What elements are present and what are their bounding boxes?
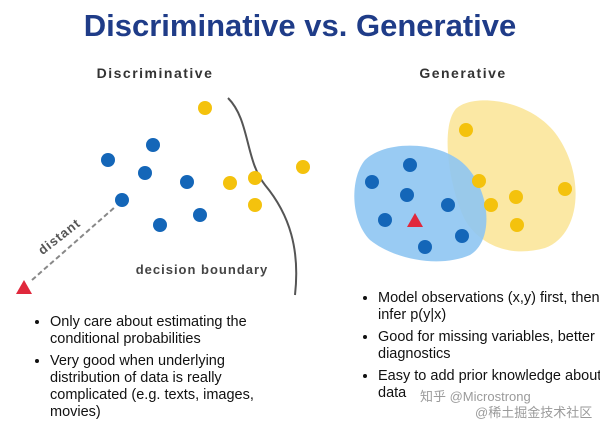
- blue-dots-left: [101, 138, 207, 232]
- left-bullets: Only care about estimating the condition…: [28, 314, 295, 423]
- right-bullets: Model observations (x,y) first, then inf…: [356, 290, 600, 407]
- left-heading: Discriminative: [97, 65, 214, 81]
- yellow-dots-right: [459, 123, 572, 232]
- bullet: Only care about estimating the condition…: [50, 314, 295, 348]
- yellow-dots-left: [198, 101, 310, 212]
- bullet: Easy to add prior knowledge about data: [378, 368, 600, 402]
- right-heading: Generative: [419, 65, 506, 81]
- bullet: Very good when underlying distribution o…: [50, 353, 295, 421]
- query-point-right: [407, 213, 423, 227]
- watermark: 知乎 @Microstrong: [420, 389, 531, 404]
- blue-region: [354, 145, 487, 262]
- bullet: Model observations (x,y) first, then inf…: [378, 290, 600, 324]
- boundary-label: decision boundary: [136, 262, 269, 277]
- distance-line: [31, 206, 116, 281]
- watermark: @稀土掘金技术社区: [475, 405, 593, 420]
- title: Discriminative vs. Generative: [83, 8, 517, 43]
- distant-label: distant: [35, 215, 83, 257]
- decision-curve: [227, 97, 298, 296]
- bullet: Good for missing variables, better diagn…: [378, 329, 600, 363]
- blue-dots-right: [365, 158, 469, 254]
- query-point: [16, 280, 32, 294]
